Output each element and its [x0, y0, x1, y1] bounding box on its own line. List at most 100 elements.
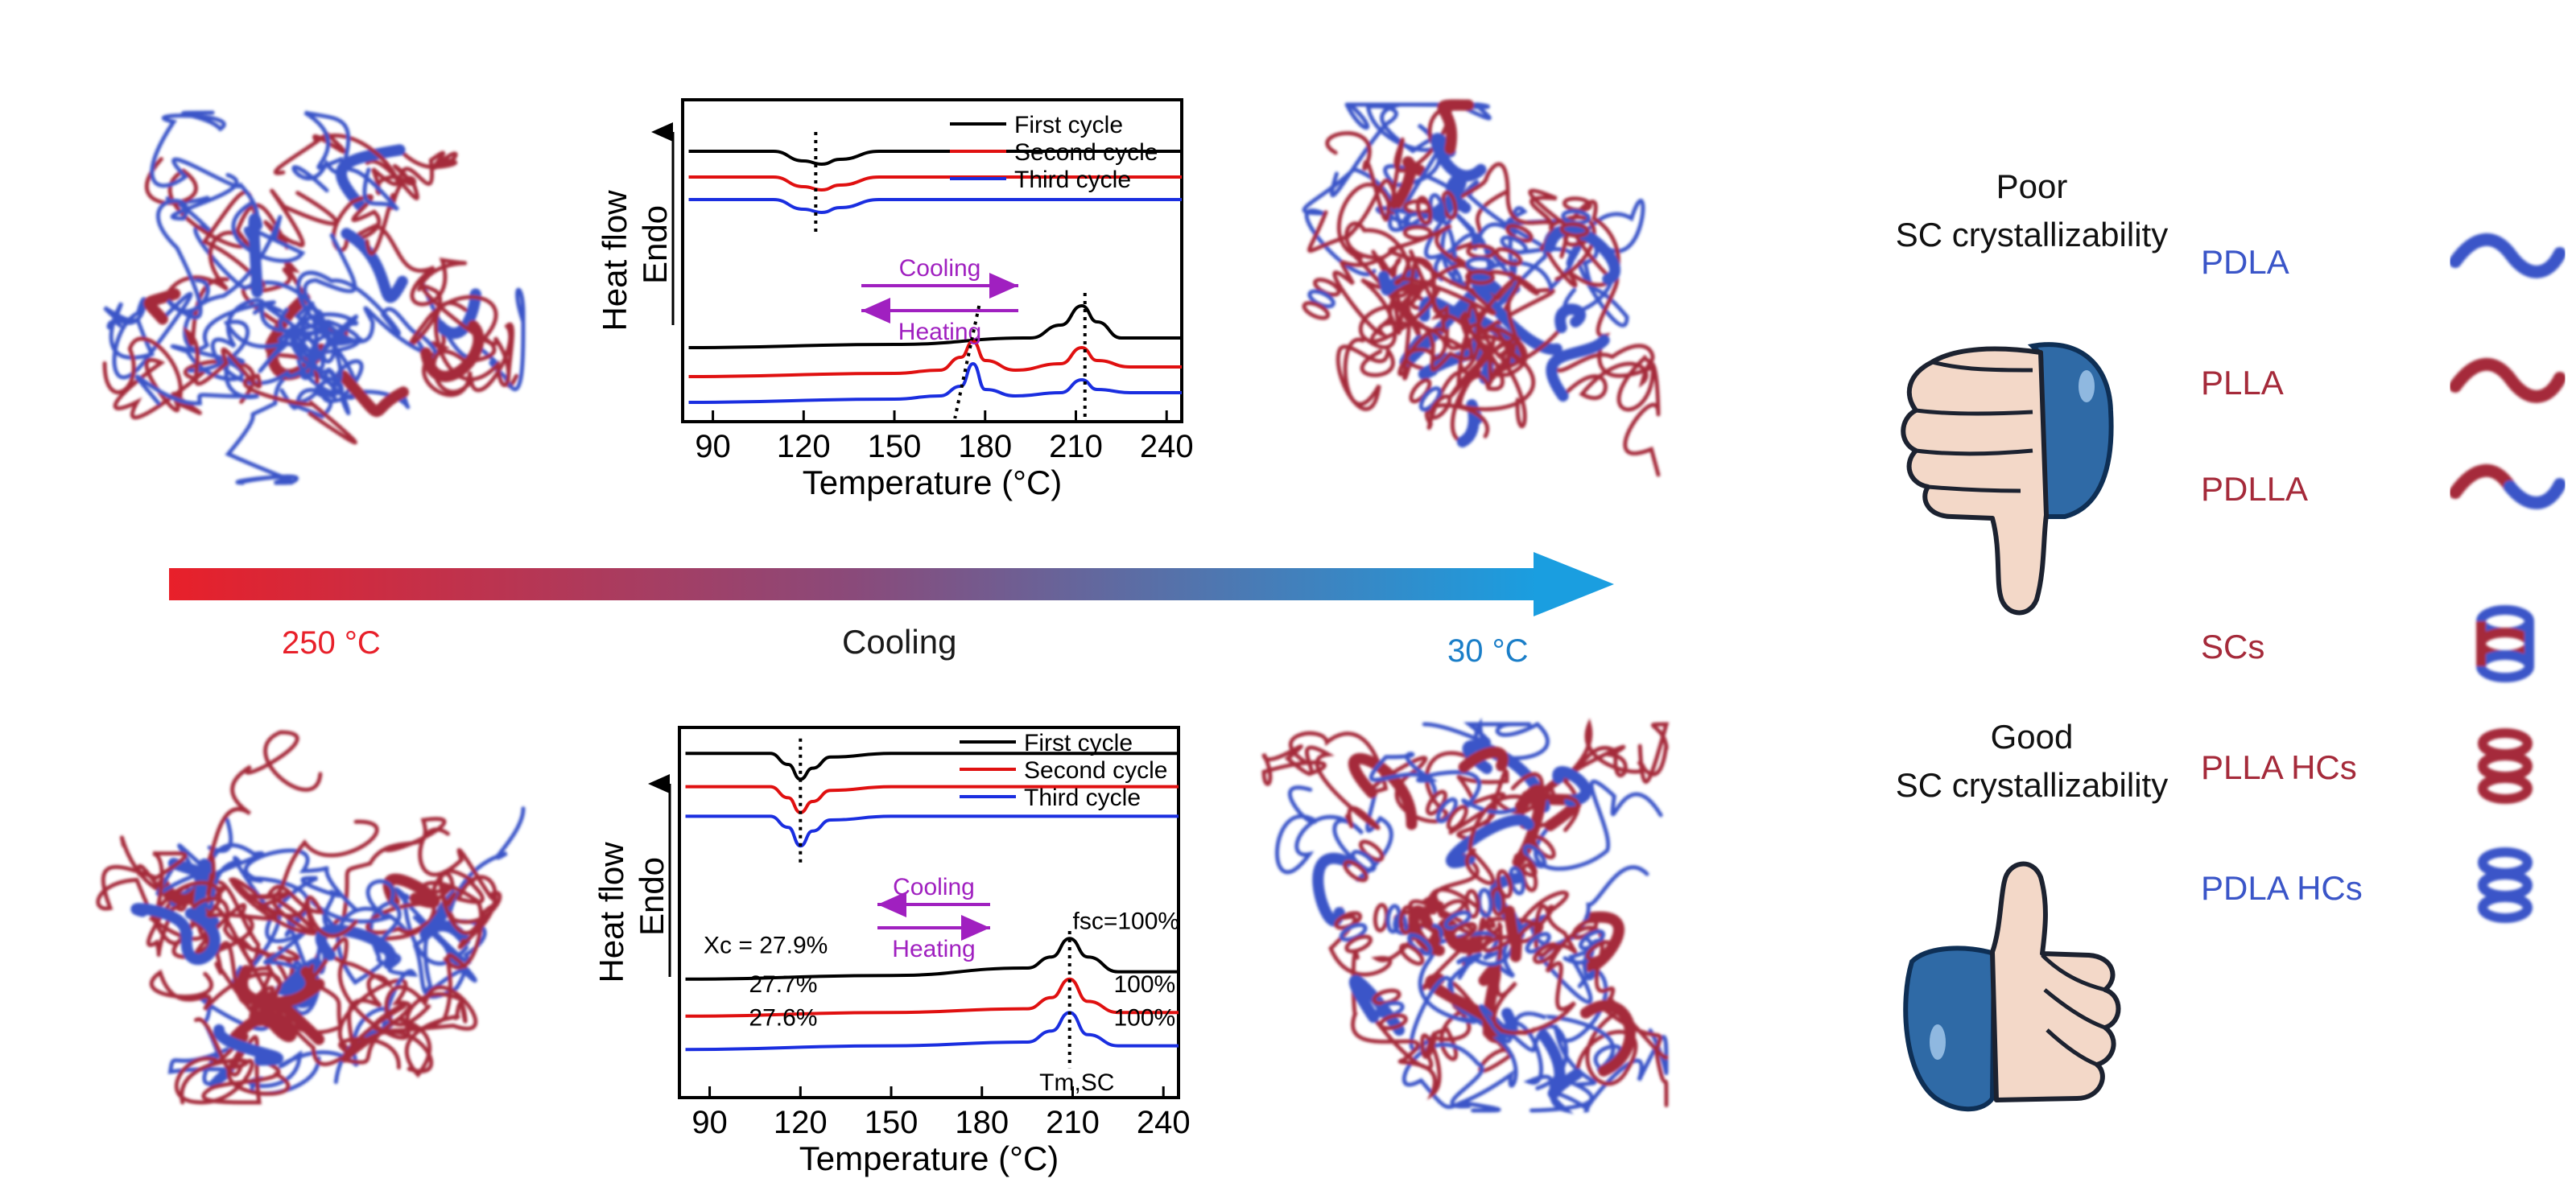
polymer-chain: [150, 110, 306, 263]
helix-crystal: [1464, 886, 1506, 919]
helix-turn: [1429, 394, 1452, 420]
series-line: [688, 339, 1182, 378]
polymer-crystallized-top: [1302, 99, 1661, 477]
start-temp-label: 250 °C: [282, 625, 381, 661]
x-tick-label: 180: [958, 429, 1012, 464]
series-line: [688, 175, 1182, 192]
series-line: [685, 1011, 1179, 1052]
chain-segment: [130, 903, 192, 941]
end-temp-label: 30 °C: [1447, 633, 1529, 669]
chain-segment: [1554, 303, 1587, 334]
helix-crystal: [1409, 377, 1452, 420]
legend-plla-label: PLLA: [2201, 364, 2284, 402]
helix-turn: [1378, 1013, 1408, 1031]
helix-turn: [1496, 869, 1513, 899]
y-axis-label: Heat flow: [592, 842, 630, 983]
helix-turn: [1373, 902, 1389, 933]
melting-temp-label: Tm,SC: [1039, 1069, 1114, 1096]
crystallinity-third: 27.6%: [749, 1004, 817, 1031]
helix-turn: [1302, 301, 1331, 320]
chain-segment: [1430, 133, 1487, 182]
helix-turn: [1344, 934, 1373, 954]
polymer-chain: [331, 194, 467, 307]
poor-sc-label: SC crystallizability: [1896, 216, 2168, 253]
legend-pdlla-swatch-blue: [2504, 478, 2566, 509]
legend-pdla-hcs-label: PDLA HCs: [2201, 869, 2363, 907]
fsc-third: 100%: [1114, 1004, 1176, 1031]
helix-turn: [1399, 943, 1425, 966]
helix-crystal: [1465, 244, 1496, 286]
polymer-chain: [273, 130, 417, 256]
plot-frame: [681, 98, 1183, 423]
polymer-chain: [229, 819, 379, 938]
legend-entry: Second cycle: [1024, 757, 1167, 784]
poor-label: Poor: [1996, 167, 2068, 205]
series-line: [685, 977, 1179, 1018]
x-tick-label: 180: [955, 1105, 1009, 1140]
legend: PDLA PLLA PDLLA SCs PLLA HCs PDLA HCs: [2201, 233, 2566, 923]
helix-crystal: [1415, 190, 1458, 225]
series-line: [688, 303, 1182, 349]
polymer-crystallized-bottom: [1261, 717, 1670, 1115]
chain-segment: [213, 1024, 283, 1066]
cooling-arrow-head: [1534, 552, 1614, 616]
polymer-chain: [398, 953, 468, 1078]
helix-turn: [1402, 225, 1433, 241]
x-tick-label: 90: [695, 429, 731, 464]
chain-segment: [1579, 999, 1636, 1077]
heating-annotation: Heating: [898, 319, 981, 345]
legend-entry: First cycle: [1024, 730, 1133, 756]
chain-segment: [315, 924, 397, 970]
legend-entry: Second cycle: [1014, 139, 1158, 166]
polymer-melt-bottom: [96, 730, 526, 1105]
polymer-chain: [171, 877, 320, 962]
helix-turn: [1465, 270, 1496, 286]
polymer-chain: [1542, 718, 1670, 803]
chain-segment: [1418, 348, 1494, 385]
y-axis-label-endo: Endo: [633, 857, 671, 936]
series-line: [685, 937, 1179, 981]
legend-pdla-hcs-swatch: [2478, 847, 2533, 923]
series-line: [688, 361, 1182, 404]
polymer-chain: [244, 848, 358, 1042]
legend-scs-label: SCs: [2201, 628, 2264, 665]
series-line: [688, 197, 1182, 215]
chain-segment: [1543, 224, 1620, 285]
helix-turn: [1415, 196, 1433, 225]
chain-segment: [229, 1009, 297, 1043]
helix-turn: [1449, 921, 1477, 941]
chain-segment: [341, 228, 408, 303]
polymer-chain: [1453, 211, 1629, 328]
y-axis-label: Heat flow: [596, 190, 634, 332]
chain-segment: [1458, 746, 1509, 773]
chain-segment: [434, 288, 481, 339]
polymer-chain: [1369, 282, 1505, 444]
helix-turn: [1464, 888, 1480, 919]
polymer-chain: [1335, 337, 1395, 411]
dsc-chart-bottom: 90 120 150 180 210 240 Temperature (°C) Heat fl…: [592, 726, 1191, 1177]
helix-crystal: [1517, 921, 1559, 965]
x-tick-label: 120: [777, 429, 831, 464]
chain-segment: [1538, 1030, 1583, 1099]
polymer-chain: [183, 277, 357, 445]
legend-plla-swatch: [2449, 357, 2566, 403]
x-tick-label: 90: [691, 1105, 728, 1140]
polymer-chain: [418, 827, 502, 940]
chain-segment: [248, 212, 263, 298]
polymer-chain: [1448, 307, 1583, 398]
legend-pdlla-label: PDLLA: [2201, 470, 2308, 508]
legend-plla-hcs-swatch: [2478, 728, 2533, 804]
cooling-arrow-shaft: [169, 568, 1538, 600]
good-sc-label: SC crystallizability: [1896, 766, 2168, 804]
helix-crystal: [1373, 902, 1414, 935]
chain-segment: [419, 904, 471, 946]
legend-entry: First cycle: [1014, 112, 1123, 138]
chain-segment: [1468, 269, 1563, 355]
polymer-chain: [150, 969, 283, 1027]
polymer-chain: [1302, 167, 1478, 362]
polymer-chain: [1422, 717, 1550, 772]
good-label: Good: [1991, 718, 2074, 756]
polymer-chain: [1325, 131, 1405, 336]
chain-segment: [237, 965, 317, 1008]
